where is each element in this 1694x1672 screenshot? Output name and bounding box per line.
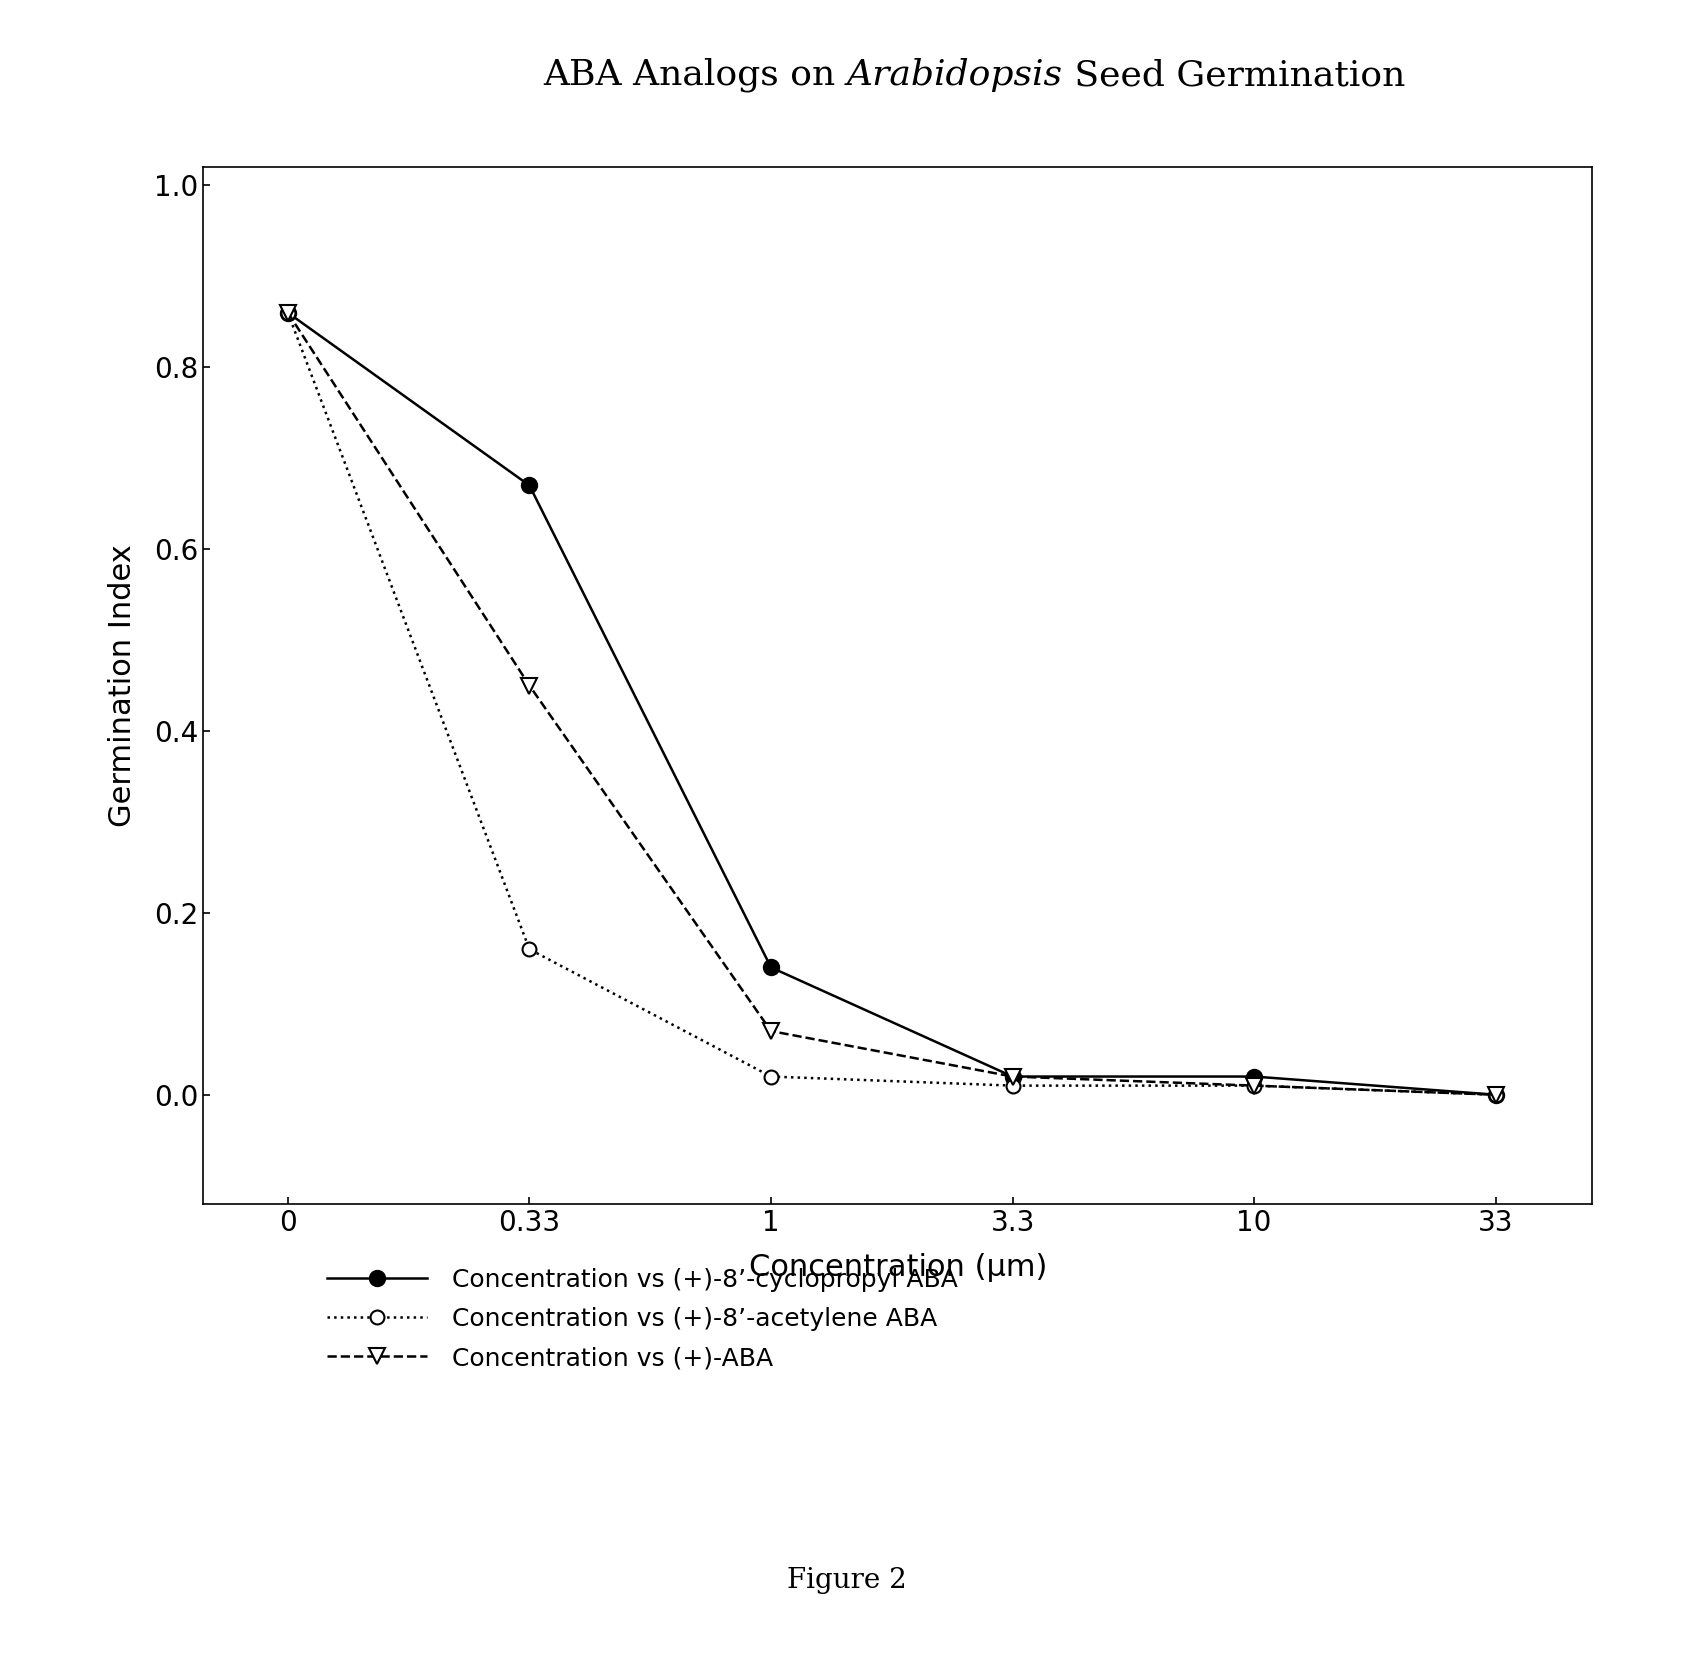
Concentration vs (+)-ABA (761, 1022, 781, 1042)
Text: Seed Germination: Seed Germination (1064, 59, 1406, 92)
Concentration vs (+)-ABA (278, 303, 298, 323)
Concentration vs (+)-8'-cyclopropyl ABA (1003, 1067, 1023, 1087)
Y-axis label: Germination Index: Germination Index (108, 543, 137, 828)
Concentration vs (+)-8'-cyclopropyl ABA (520, 475, 540, 495)
Concentration vs (+)-8'-acetylene ABA (1243, 1075, 1264, 1095)
Concentration vs (+)-8'-cyclopropyl ABA (1243, 1067, 1264, 1087)
Text: Arabidopsis: Arabidopsis (847, 59, 1064, 92)
Concentration vs (+)-ABA (520, 675, 540, 696)
Line: Concentration vs (+)-8'-cyclopropyl ABA: Concentration vs (+)-8'-cyclopropyl ABA (280, 304, 1503, 1102)
Concentration vs (+)-8'-cyclopropyl ABA (761, 958, 781, 978)
Line: Concentration vs (+)-8'-acetylene ABA: Concentration vs (+)-8'-acetylene ABA (281, 306, 1503, 1102)
Concentration vs (+)-8'-acetylene ABA (1486, 1085, 1506, 1105)
Concentration vs (+)-8'-acetylene ABA (1003, 1075, 1023, 1095)
X-axis label: Concentration (μm): Concentration (μm) (749, 1254, 1047, 1282)
Concentration vs (+)-8'-cyclopropyl ABA (278, 303, 298, 323)
Concentration vs (+)-8'-acetylene ABA (520, 940, 540, 960)
Concentration vs (+)-ABA (1003, 1067, 1023, 1087)
Concentration vs (+)-8'-cyclopropyl ABA (1486, 1085, 1506, 1105)
Line: Concentration vs (+)-ABA: Concentration vs (+)-ABA (280, 304, 1503, 1102)
Concentration vs (+)-8'-acetylene ABA (278, 303, 298, 323)
Text: Figure 2: Figure 2 (788, 1567, 906, 1593)
Text: ABA Analogs on: ABA Analogs on (544, 59, 847, 92)
Concentration vs (+)-8'-acetylene ABA (761, 1067, 781, 1087)
Concentration vs (+)-ABA (1486, 1085, 1506, 1105)
Legend: Concentration vs (+)-8’-cyclopropyl ABA, Concentration vs (+)-8’-acetylene ABA, : Concentration vs (+)-8’-cyclopropyl ABA,… (317, 1257, 969, 1379)
Concentration vs (+)-ABA (1243, 1075, 1264, 1095)
